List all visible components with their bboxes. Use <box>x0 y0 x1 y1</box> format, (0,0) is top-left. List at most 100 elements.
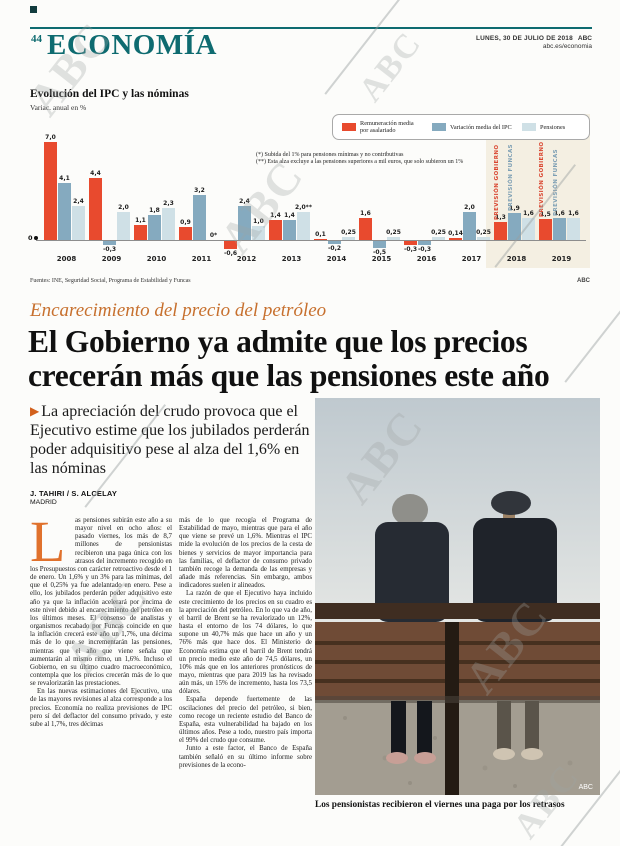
bar-pensiones-2014 <box>342 236 355 240</box>
bar-ipc-2008 <box>58 182 71 240</box>
legend-swatch <box>342 123 356 131</box>
bar-value-pensiones-2011: 0* <box>209 232 218 239</box>
year-label-2018: 2018 <box>506 255 527 263</box>
bar-value-pensiones-2015: 0,25 <box>386 228 401 236</box>
bar-value-ipc-2019: 1,6 <box>554 209 565 217</box>
bar-value-pensiones-2019: 1,6 <box>568 209 579 217</box>
chart-footnote-1: (*) Subida del 1% para pensiones mínimas… <box>256 152 404 158</box>
chart-footnote-2: (**) Esta alza excluye a las pensiones s… <box>256 159 464 166</box>
chart-legend: Remuneración media por asalariado Variac… <box>332 114 590 140</box>
bar-value-ipc-2010: 1,8 <box>149 206 160 214</box>
bench-post <box>445 622 459 795</box>
section-title: ECONOMÍA <box>47 29 217 61</box>
zero-marker: 0 <box>28 234 38 242</box>
year-label-2008: 2008 <box>56 255 77 263</box>
bar-asalariado-2010 <box>134 224 147 240</box>
bar-pensiones-2017 <box>477 236 490 240</box>
kicker: Encarecimiento del precio del petróleo <box>30 300 327 321</box>
legend-item-asalariado: Remuneración media por asalariado <box>342 120 422 134</box>
bar-value-pensiones-2017: 0,25 <box>476 228 491 236</box>
print-mark <box>30 6 37 13</box>
bar-ipc-2009 <box>103 241 116 246</box>
bar-value-asalariado-2019: 1,5 <box>540 211 551 218</box>
byline-dateline: MADRID <box>30 499 57 506</box>
bar-value-pensiones-2012: 1,0 <box>253 218 264 225</box>
bar-ipc-2014 <box>328 241 341 244</box>
bar-value-pensiones-2018: 1,6 <box>523 209 534 217</box>
bar-value-ipc-2008: 4,1 <box>59 174 70 182</box>
bar-ipc-2012 <box>238 206 251 240</box>
bar-value-ipc-2013: 1,4 <box>284 212 295 220</box>
paragraph: La razón de que el Ejecutivo haya inclui… <box>179 590 312 696</box>
bar-ipc-2013 <box>283 220 296 240</box>
legend-item-ipc: Variación media del IPC <box>432 123 512 131</box>
bar-asalariado-2008 <box>44 142 57 240</box>
bullet-icon: ▶ <box>30 404 40 418</box>
chart-title: Evolución del IPC y las nóminas <box>30 88 189 100</box>
year-label-2016: 2016 <box>416 255 437 263</box>
legend-label: Variación media del IPC <box>450 123 512 131</box>
year-label-2015: 2015 <box>371 255 392 263</box>
year-label-2019: 2019 <box>551 255 572 263</box>
bar-asalariado-2015 <box>359 217 372 240</box>
photo-credit: ABC <box>579 784 593 791</box>
legend-swatch <box>522 123 536 131</box>
bar-value-ipc-2018: 1,9 <box>509 205 520 213</box>
year-label-2011: 2011 <box>191 255 212 263</box>
bar-value-asalariado-2009: 4,4 <box>90 170 101 178</box>
bar-value-pensiones-2014: 0,25 <box>341 228 356 236</box>
headline: El Gobierno ya admite que los precios cr… <box>28 324 550 393</box>
bar-value-pensiones-2016: 0,25 <box>431 228 446 236</box>
forecast-label-ipc-2019: PREVISIÓN FUNCAS <box>553 148 559 216</box>
bar-asalariado-2014 <box>314 238 327 240</box>
bar-pensiones-2012 <box>252 226 265 240</box>
date-line: LUNES, 30 DE JULIO DE 2018 <box>475 35 573 42</box>
forecast-label-asalariado-2018: PREVISIÓN GOBIERNO <box>494 144 500 220</box>
lead-text: La apreciación del crudo provoca que el … <box>30 403 310 477</box>
bar-value-asalariado-2011: 0,9 <box>180 219 191 227</box>
chart-subtitle: Variac. anual en % <box>30 103 87 112</box>
bar-asalariado-2009 <box>89 178 102 240</box>
paragraph-text: as pensiones subirán este año a su mayor… <box>30 517 172 688</box>
bar-pensiones-2009 <box>117 212 130 240</box>
folio: LUNES, 30 DE JULIO DE 2018 ABC abc.es/eco… <box>476 32 592 51</box>
body-column-2: más de lo que recogía el Programa de Est… <box>179 517 312 770</box>
year-label-2010: 2010 <box>146 255 167 263</box>
bench-top-rail <box>315 603 600 619</box>
bar-value-asalariado-2008: 7,0 <box>45 134 56 141</box>
bar-value-asalariado-2015: 1,6 <box>360 209 371 217</box>
photo-caption: Los pensionistas recibieron el viernes u… <box>315 800 565 810</box>
zero-dot-icon <box>33 236 38 240</box>
bar-value-asalariado-2012: -0,6 <box>223 250 238 258</box>
watermark-line <box>324 0 406 95</box>
paragraph: En las nuevas estimaciones del Ejecutivo… <box>30 688 172 728</box>
site-url: abc.es/economia <box>542 43 592 50</box>
page-number: 44 <box>31 33 42 45</box>
bench-shadow <box>315 696 600 703</box>
bar-asalariado-2012 <box>224 241 237 250</box>
year-label-2013: 2013 <box>281 255 302 263</box>
year-label-2014: 2014 <box>326 255 347 263</box>
bar-value-asalariado-2010: 1,1 <box>135 216 146 224</box>
bar-ipc-2016 <box>418 241 431 246</box>
brand-name: ABC <box>577 35 592 42</box>
paragraph: Junto a este factor, el Banco de España … <box>179 745 312 769</box>
bar-value-pensiones-2010: 2,3 <box>163 199 174 207</box>
bar-asalariado-2011 <box>179 227 192 240</box>
bar-value-pensiones-2013: 2,0** <box>295 204 312 211</box>
paragraph: más de lo que recogía el Programa de Est… <box>179 517 312 590</box>
bar-value-ipc-2014: -0,2 <box>327 244 342 252</box>
bar-value-asalariado-2016: -0,3 <box>403 246 418 254</box>
chart-source: Fuentes: INE, Seguridad Social, Programa… <box>30 278 191 284</box>
photo-ground-texture <box>343 716 573 788</box>
pensioner-right <box>473 491 557 622</box>
section-rule <box>30 27 592 29</box>
bar-pensiones-2019 <box>567 217 580 240</box>
bar-value-asalariado-2018: 1,3 <box>495 213 506 221</box>
bar-pensiones-2018 <box>522 217 535 240</box>
bar-pensiones-2013 <box>297 212 310 240</box>
bar-pensiones-2015 <box>387 236 400 240</box>
bar-value-pensiones-2008: 2,4 <box>73 198 84 206</box>
